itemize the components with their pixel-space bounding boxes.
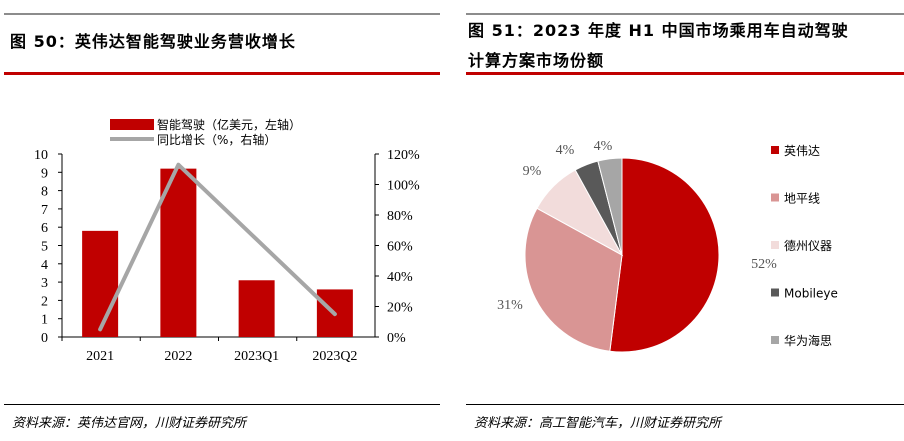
- figure-51-title-line2: 计算方案市场份额: [468, 51, 605, 70]
- pie-legend-label: 英伟达: [784, 144, 820, 158]
- growth-line: [98, 162, 337, 332]
- top-rule: [466, 13, 904, 15]
- pie-legend-label: 华为海思: [784, 333, 832, 348]
- right-tick-label: 120%: [387, 148, 420, 163]
- top-rule: [4, 13, 440, 15]
- pie-legend-label: 德州仪器: [784, 238, 832, 253]
- left-tick-label: 5: [41, 240, 48, 255]
- legend-bar-label: 智能驾驶（亿美元，左轴）: [157, 117, 301, 132]
- left-tick-label: 0: [41, 331, 48, 346]
- right-tick-label: 60%: [387, 240, 413, 255]
- right-tick-label: 40%: [387, 270, 413, 285]
- left-tick-label: 4: [41, 258, 48, 273]
- pie-slice-label: 31%: [497, 298, 523, 313]
- pie-slice-label: 52%: [751, 257, 777, 272]
- pie-slice-label: 4%: [594, 139, 613, 154]
- x-tick-label: 2021: [86, 349, 114, 364]
- left-tick-label: 8: [41, 185, 48, 200]
- figure-51-title: 图 51：2023 年度 H1 中国市场乘用车自动驾驶 计算方案市场份额: [468, 16, 849, 76]
- left-tick-label: 9: [41, 166, 48, 181]
- bar-legend: 智能驾驶（亿美元，左轴）同比增长（%，右轴）: [110, 117, 301, 147]
- x-tick-label: 2022: [164, 349, 192, 364]
- figure-51-source: 资料来源：高工智能汽车，川财证券研究所: [474, 416, 722, 431]
- left-tick-label: 1: [41, 313, 48, 328]
- revenue-bar: [160, 168, 197, 337]
- left-tick-label: 10: [34, 148, 48, 163]
- pie-legend-swatch: [771, 241, 779, 249]
- title-underline: [466, 72, 904, 75]
- right-tick-label: 20%: [387, 301, 413, 316]
- right-figure-panel: 图 51：2023 年度 H1 中国市场乘用车自动驾驶 计算方案市场份额 52%…: [466, 0, 904, 441]
- pie-slice: [597, 157, 623, 256]
- figure-50-source: 资料来源：英伟达官网，川财证券研究所: [12, 416, 247, 431]
- x-tick-label: 2023Q2: [312, 349, 357, 364]
- pie-legend-swatch: [771, 193, 779, 202]
- right-tick-label: 0%: [387, 331, 406, 346]
- pie-marks: 52% 31% 9% 4% 4%: [497, 139, 777, 353]
- left-tick-label: 3: [41, 276, 48, 291]
- right-tick-label: 80%: [387, 209, 413, 224]
- pie-slice: [609, 157, 720, 353]
- x-tick-label: 2023Q1: [234, 349, 279, 364]
- left-tick-label: 2: [41, 294, 48, 309]
- right-tick-label: 100%: [387, 179, 420, 194]
- pie-slice: [524, 207, 623, 352]
- legend-line-label: 同比增长（%，右轴）: [157, 132, 276, 147]
- legend-bar-swatch: [110, 119, 154, 130]
- left-tick-label: 6: [41, 221, 48, 236]
- figure-50-title: 图 50：英伟达智能驾驶业务营收增长: [10, 32, 296, 51]
- pie-legend-swatch: [771, 336, 779, 344]
- bottom-rule: [4, 404, 440, 405]
- left-tick-label: 7: [41, 203, 48, 218]
- revenue-bar: [238, 280, 275, 337]
- bar-marks: [82, 162, 353, 337]
- pie-legend-swatch: [771, 146, 779, 154]
- pie-legend-label: Mobileye: [784, 287, 838, 301]
- pie-legend-swatch: [771, 288, 779, 297]
- title-underline: [4, 72, 440, 75]
- left-figure-panel: 图 50：英伟达智能驾驶业务营收增长 0 1 2 3 4 5 6 7 8 9 10 0% 20% 40% 6…: [0, 0, 440, 441]
- bottom-rule: [466, 404, 904, 405]
- pie-slice-label: 4%: [556, 143, 575, 158]
- revenue-bar: [82, 230, 119, 337]
- figure-51-title-line1: 图 51：2023 年度 H1 中国市场乘用车自动驾驶: [468, 21, 849, 40]
- pie-slice-label: 9%: [523, 164, 542, 179]
- pie-legend-label: 地平线: [784, 192, 820, 206]
